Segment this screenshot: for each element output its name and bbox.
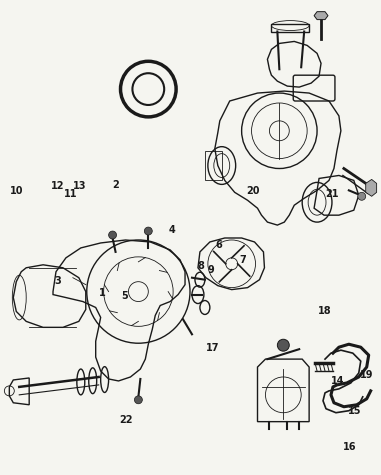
Circle shape bbox=[358, 192, 366, 200]
Polygon shape bbox=[314, 12, 328, 19]
Text: 18: 18 bbox=[318, 305, 331, 315]
Text: 10: 10 bbox=[10, 186, 23, 196]
Text: 11: 11 bbox=[64, 189, 77, 199]
Text: 7: 7 bbox=[239, 255, 246, 265]
Text: 15: 15 bbox=[348, 406, 362, 416]
Text: 1: 1 bbox=[99, 288, 106, 298]
Text: 16: 16 bbox=[343, 442, 357, 452]
Text: 17: 17 bbox=[206, 343, 219, 353]
Text: 9: 9 bbox=[208, 265, 215, 275]
Text: 14: 14 bbox=[330, 376, 344, 386]
Polygon shape bbox=[366, 180, 377, 196]
Circle shape bbox=[277, 339, 289, 351]
Text: 22: 22 bbox=[120, 416, 133, 426]
Text: 12: 12 bbox=[51, 180, 64, 190]
Text: 3: 3 bbox=[54, 276, 61, 286]
Text: 5: 5 bbox=[121, 292, 128, 302]
Text: 8: 8 bbox=[197, 261, 204, 271]
Text: 19: 19 bbox=[360, 370, 373, 380]
Text: 2: 2 bbox=[112, 180, 119, 190]
Text: 6: 6 bbox=[216, 240, 222, 250]
Text: 21: 21 bbox=[326, 189, 339, 199]
Text: 4: 4 bbox=[169, 225, 176, 235]
Text: 13: 13 bbox=[73, 180, 87, 190]
Circle shape bbox=[134, 396, 142, 404]
Text: 20: 20 bbox=[246, 186, 260, 196]
Circle shape bbox=[109, 231, 117, 239]
Circle shape bbox=[144, 227, 152, 235]
